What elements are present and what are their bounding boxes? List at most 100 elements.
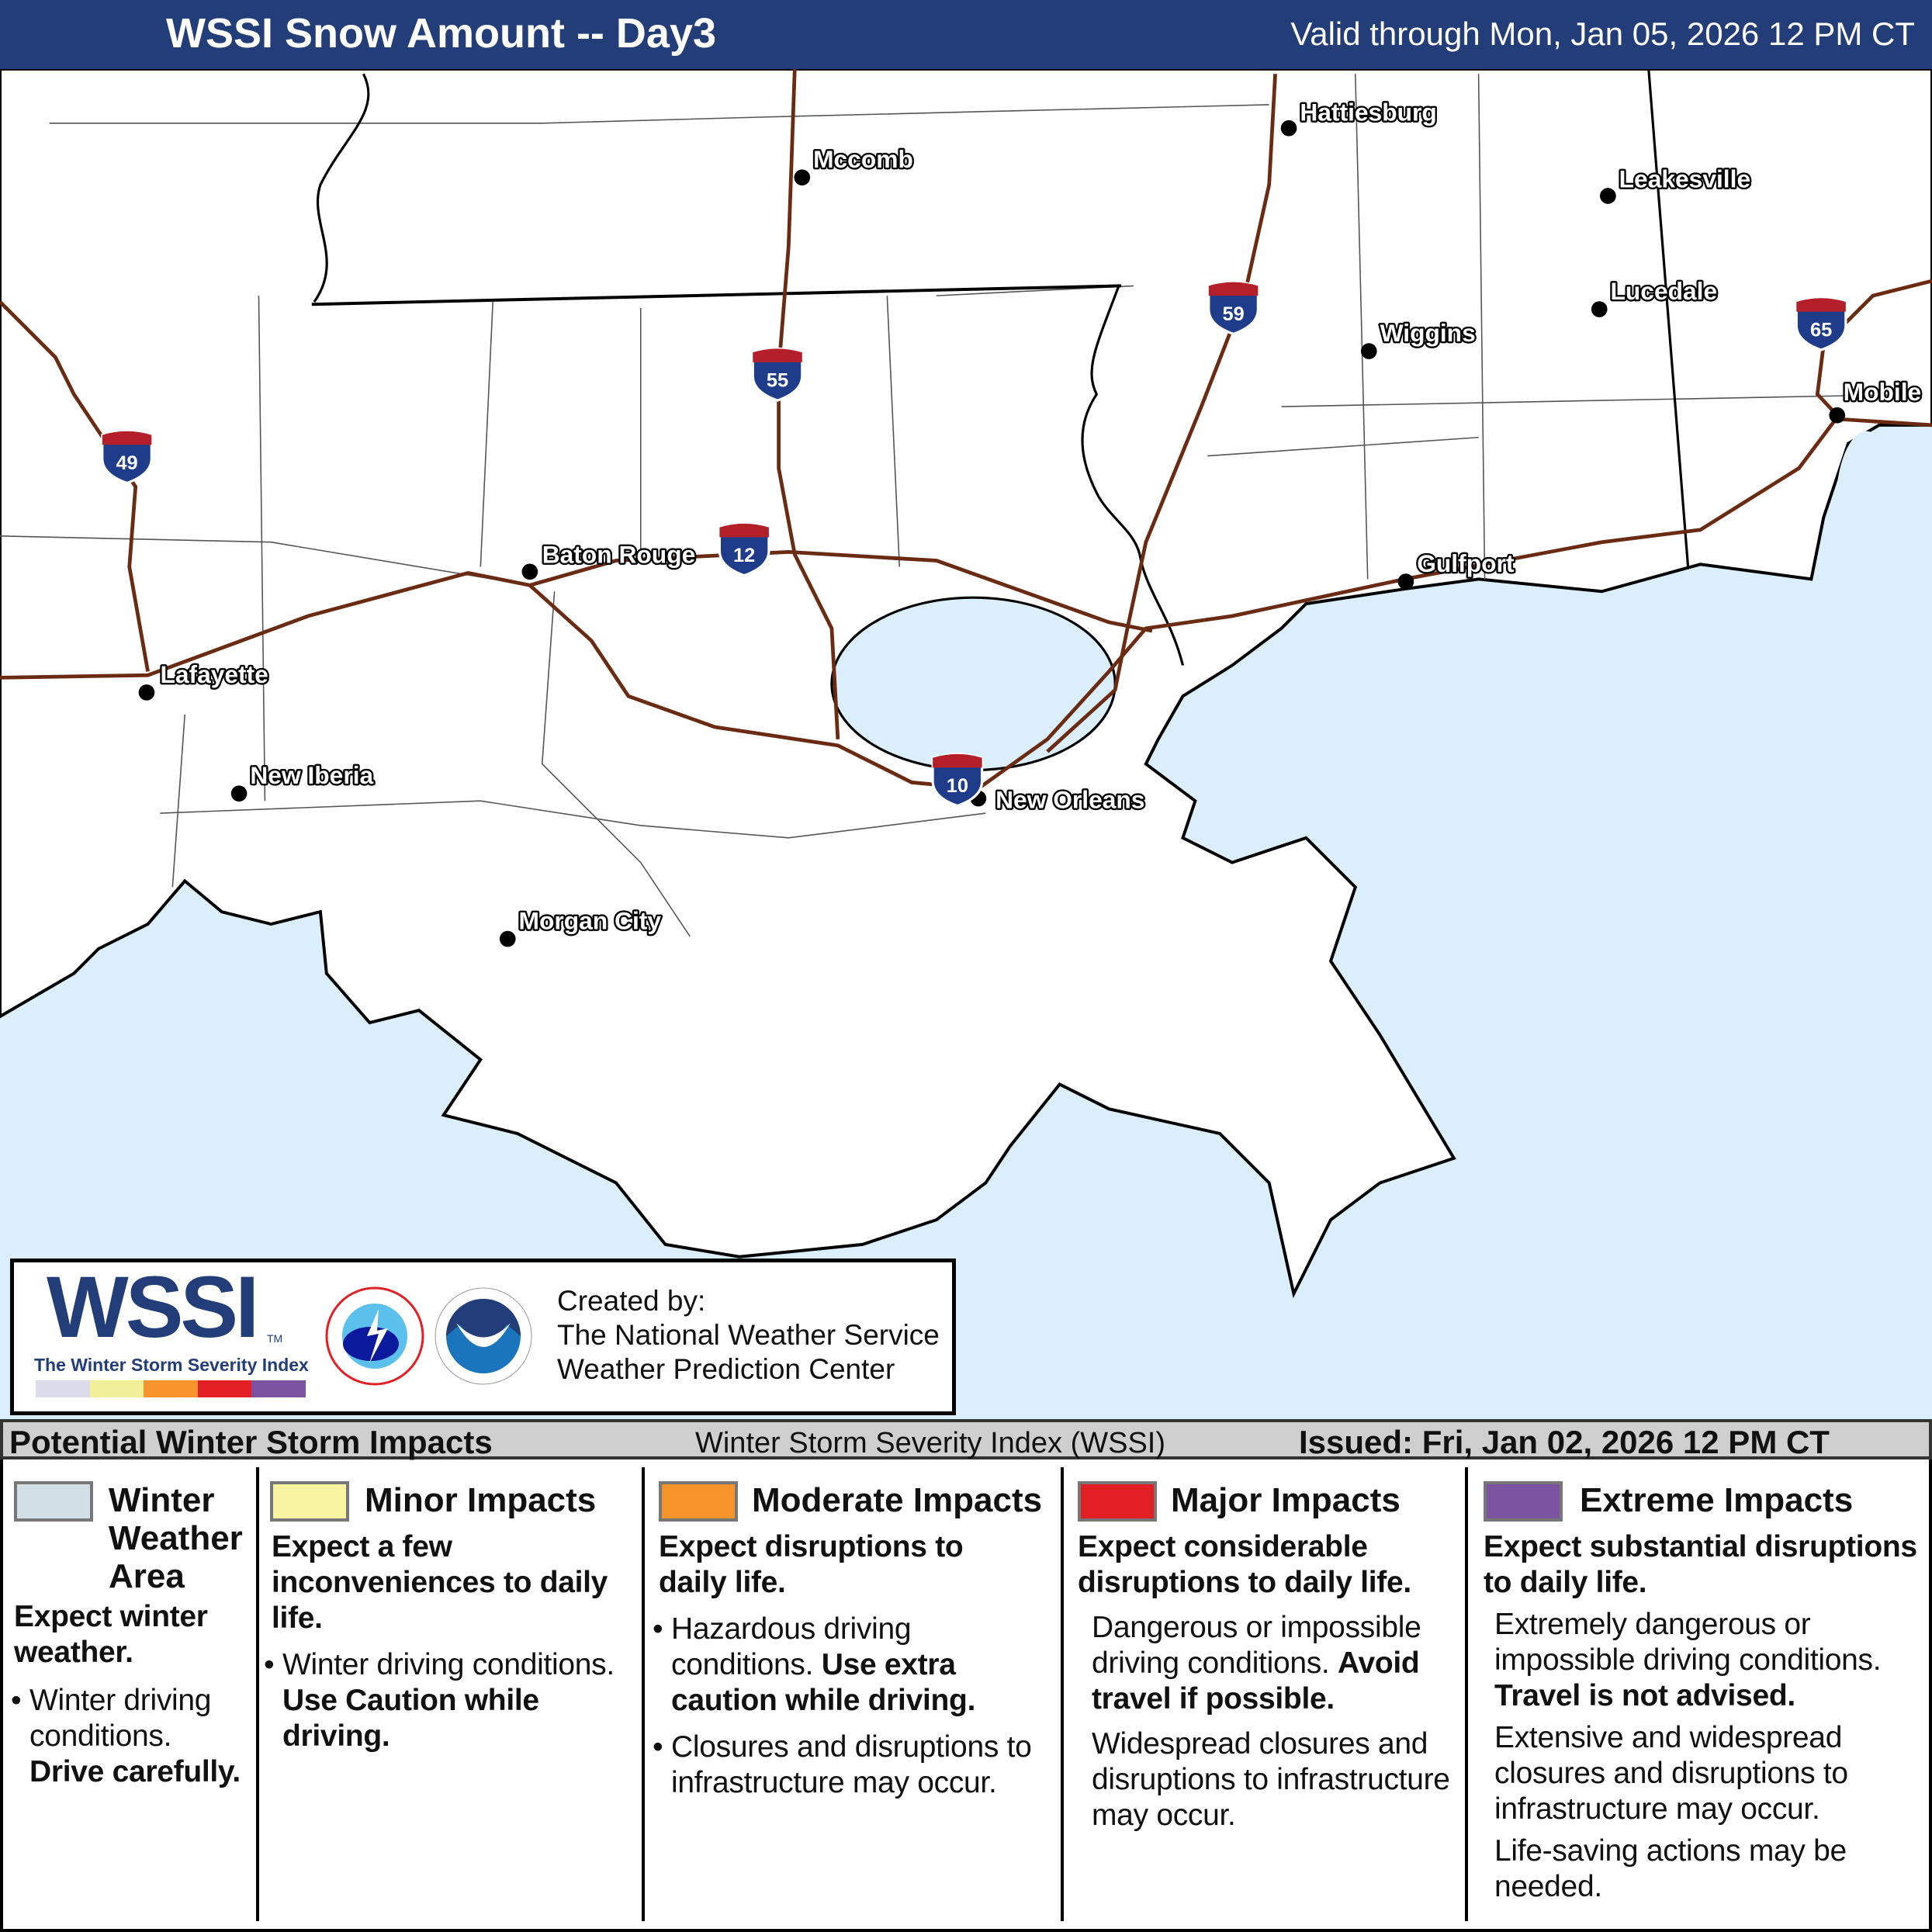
city-marker	[138, 684, 155, 701]
legend-title: Potential Winter Storm Impacts	[9, 1424, 493, 1460]
scale-swatch	[144, 1380, 198, 1397]
city-label: Morgan City	[519, 906, 662, 934]
city-marker	[794, 169, 811, 185]
category-bullet: Winter driving conditions. Use Caution w…	[264, 1647, 640, 1754]
city-label: New Iberia	[250, 761, 373, 789]
city-marker	[1360, 343, 1377, 359]
legend-header: Potential Winter Storm Impacts Winter St…	[0, 1419, 1932, 1460]
legend-minor: Minor Impacts Expect a few inconvenience…	[264, 1466, 642, 1923]
legend-major: Major Impacts Expect considerable disrup…	[1068, 1466, 1465, 1923]
city-label: Lucedale	[1611, 277, 1718, 305]
swatch-moderate	[659, 1481, 738, 1522]
scale-swatch	[197, 1380, 252, 1397]
category-bullet: Winter driving conditions. Drive careful…	[11, 1683, 253, 1790]
category-body: Expect substantial disruptions to daily …	[1484, 1529, 1927, 1905]
credits: Created by: The National Weather Service…	[557, 1284, 940, 1387]
trademark: TM	[267, 1332, 283, 1345]
interstate-number: 10	[947, 775, 968, 797]
org-nws: The National Weather Service	[557, 1319, 940, 1351]
city-marker	[1600, 188, 1616, 204]
pearl-river	[1081, 285, 1185, 666]
swatch-winter	[14, 1481, 93, 1522]
category-body: Expect winter weather. Winter driving co…	[11, 1599, 253, 1790]
interstate-shield-icon: 59	[1207, 281, 1259, 336]
divider	[1465, 1467, 1468, 1921]
category-detail: Dangerous or impossible driving conditio…	[1092, 1611, 1421, 1716]
category-detail: Extremely dangerous or impossible drivin…	[1494, 1608, 1882, 1712]
city-marker	[1280, 119, 1297, 137]
city-label: Hattiesburg	[1300, 99, 1436, 126]
city-label: Wiggins	[1380, 319, 1476, 347]
legend-subtitle: Winter Storm Severity Index (WSSI)	[695, 1427, 1166, 1459]
legend-extreme: Extreme Impacts Expect substantial disru…	[1473, 1466, 1930, 1923]
state-border	[1647, 68, 1690, 567]
city-label: Mccomb	[813, 145, 913, 173]
divider	[256, 1467, 259, 1921]
wssi-subtitle: The Winter Storm Severity Index	[34, 1355, 309, 1375]
city-marker	[499, 930, 516, 947]
divider	[642, 1467, 645, 1921]
scale-swatch	[251, 1380, 306, 1397]
divider	[1061, 1467, 1064, 1921]
city-label: Mobile	[1844, 378, 1922, 406]
state-border	[311, 284, 1122, 306]
logo-box: WSSI TM The Winter Storm Severity Index …	[10, 1259, 956, 1415]
category-detail: Widespread closures and disruptions to i…	[1092, 1727, 1450, 1832]
interstate-shield-icon: 49	[101, 430, 153, 485]
category-headline: Expect disruptions to daily life.	[659, 1530, 964, 1599]
scale-swatch	[36, 1380, 90, 1397]
issued-time: Issued: Fri, Jan 02, 2026 12 PM CT	[1299, 1424, 1830, 1460]
city-marker	[521, 563, 538, 580]
lake-pontchartrain	[830, 596, 1117, 772]
city-label: Gulfport	[1417, 549, 1515, 577]
legend-winter-weather-area: Winter Weather Area Expect winter weathe…	[11, 1466, 256, 1923]
interstate-shield-icon: 65	[1795, 296, 1847, 351]
category-title: Major Impacts	[1171, 1481, 1401, 1519]
category-headline: Expect considerable disruptions to daily…	[1078, 1530, 1411, 1599]
city-label: Lafayette	[160, 660, 268, 688]
category-headline: Expect a few inconveniences to daily lif…	[272, 1530, 608, 1635]
city-marker	[1397, 573, 1414, 590]
city-label: Baton Rouge	[542, 541, 696, 569]
city-marker	[1591, 301, 1608, 317]
city-marker	[230, 785, 248, 802]
created-by-label: Created by:	[557, 1285, 706, 1317]
category-title: Moderate Impacts	[752, 1481, 1043, 1519]
category-title: Winter Weather Area	[109, 1481, 243, 1595]
interstate-number: 12	[733, 545, 755, 566]
category-title: Extreme Impacts	[1580, 1481, 1854, 1519]
mississippi-river	[313, 73, 370, 303]
impact-legend: Winter Weather Area Expect winter weathe…	[0, 1459, 1932, 1932]
swatch-major	[1078, 1481, 1157, 1522]
legend-moderate: Moderate Impacts Expect disruptions to d…	[649, 1466, 1061, 1923]
swatch-extreme	[1484, 1481, 1563, 1522]
header: WSSI Snow Amount -- Day3 Valid through M…	[0, 0, 1932, 69]
swatch-minor	[270, 1481, 349, 1522]
mobile-bay	[1836, 431, 1898, 580]
category-detail: Extensive and widespread closures and di…	[1494, 1721, 1848, 1826]
category-body: Expect a few inconveniences to daily lif…	[264, 1529, 640, 1754]
interstate-number: 65	[1810, 320, 1832, 341]
category-headline: Expect substantial disruptions to daily …	[1484, 1530, 1917, 1599]
scale-swatch	[89, 1380, 144, 1397]
interstate-number: 55	[767, 370, 788, 392]
interstate-number: 49	[116, 452, 137, 474]
category-detail: Life-saving actions may be needed.	[1494, 1834, 1847, 1903]
category-body: Expect considerable disruptions to daily…	[1078, 1529, 1463, 1833]
page-title: WSSI Snow Amount -- Day3	[166, 10, 717, 57]
nws-logo-icon	[325, 1286, 424, 1386]
org-wpc: Weather Prediction Center	[557, 1353, 895, 1385]
interstate-shield-icon: 55	[751, 347, 804, 402]
category-bullet: Closures and disruptions to infrastructu…	[653, 1729, 1056, 1801]
category-headline: Expect winter weather.	[14, 1600, 208, 1669]
city-marker	[1829, 407, 1846, 424]
noaa-logo-icon	[435, 1287, 532, 1385]
category-body: Expect disruptions to daily life. Hazard…	[653, 1529, 1056, 1801]
valid-time: Valid through Mon, Jan 05, 2026 12 PM CT	[1290, 16, 1915, 52]
city-label: New Orleans	[995, 786, 1144, 814]
wssi-logo: WSSI	[47, 1259, 259, 1356]
interstate-shield-icon: 12	[718, 522, 770, 577]
interstate-shield-icon: 10	[931, 753, 984, 808]
city-label: Leakesville	[1619, 164, 1750, 192]
